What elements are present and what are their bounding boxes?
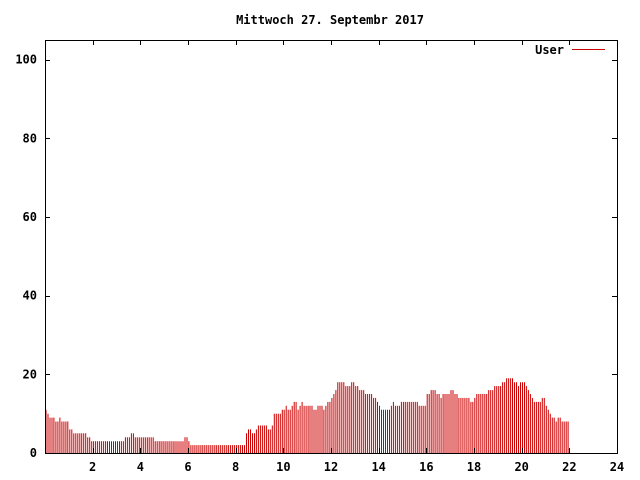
legend: User: [535, 43, 605, 57]
bars: [45, 378, 569, 453]
y-tick-label-60: 60: [23, 210, 37, 224]
x-tick-label-4: 4: [137, 460, 144, 474]
x-tick-label-18: 18: [467, 460, 481, 474]
x-tick-label-6: 6: [184, 460, 191, 474]
x-tick-label-14: 14: [371, 460, 385, 474]
x-tick-label-16: 16: [419, 460, 433, 474]
x-tick-label-10: 10: [276, 460, 290, 474]
y-tick-label-40: 40: [23, 289, 37, 303]
x-tick-label-24: 24: [610, 460, 624, 474]
y-tick-label-20: 20: [23, 367, 37, 381]
chart-title: Mittwoch 27. Septembr 2017: [236, 13, 424, 27]
x-tick-label-2: 2: [89, 460, 96, 474]
x-tick-label-8: 8: [232, 460, 239, 474]
legend-label: User: [535, 43, 564, 57]
y-tick-label-0: 0: [30, 446, 37, 460]
y-tick-label-80: 80: [23, 131, 37, 145]
x-tick-label-20: 20: [514, 460, 528, 474]
plot-frame: [45, 40, 618, 454]
y-tick-label-100: 100: [15, 53, 37, 67]
x-tick-label-22: 22: [562, 460, 576, 474]
x-tick-label-12: 12: [324, 460, 338, 474]
